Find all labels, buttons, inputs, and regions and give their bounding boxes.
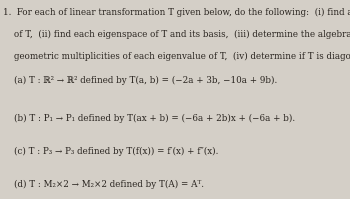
Text: (c) T : P₃ → P₃ defined by T(f(x)) = f′(x) + f″(x).: (c) T : P₃ → P₃ defined by T(f(x)) = f′(… [3, 147, 218, 156]
Text: (b) T : P₁ → P₁ defined by T(ax + b) = (−6a + 2b)x + (−6a + b).: (b) T : P₁ → P₁ defined by T(ax + b) = (… [3, 113, 295, 123]
Text: 1.  For each of linear transformation T given below, do the following:  (i) find: 1. For each of linear transformation T g… [3, 8, 350, 17]
Text: of T,  (ii) find each eigenspace of T and its basis,  (iii) determine the algebr: of T, (ii) find each eigenspace of T and… [3, 30, 350, 39]
Text: (d) T : M₂×2 → M₂×2 defined by T(A) = Aᵀ.: (d) T : M₂×2 → M₂×2 defined by T(A) = Aᵀ… [3, 180, 204, 189]
Text: geometric multiplicities of each eigenvalue of T,  (iv) determine if T is diagon: geometric multiplicities of each eigenva… [3, 52, 350, 61]
Text: (a) T : ℝ² → ℝ² defined by T(a, b) = (−2a + 3b, −10a + 9b).: (a) T : ℝ² → ℝ² defined by T(a, b) = (−2… [3, 76, 277, 85]
